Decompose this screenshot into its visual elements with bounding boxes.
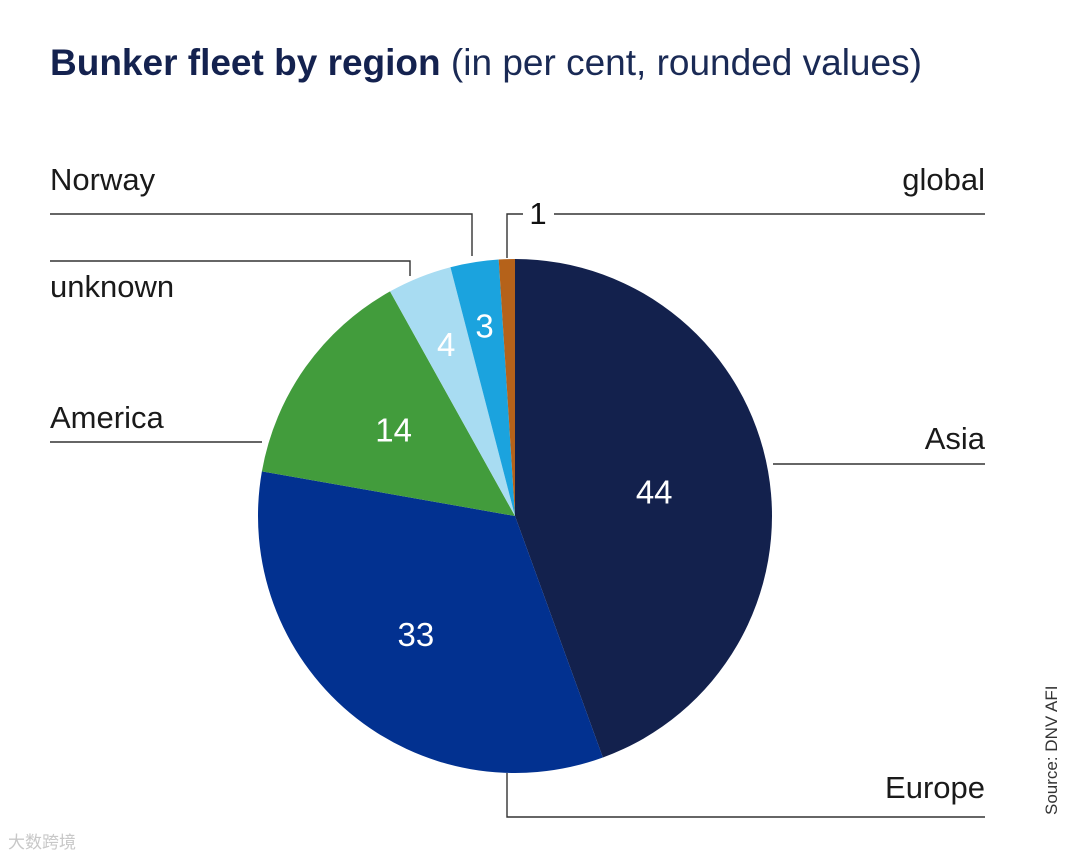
value-label-global: 1 <box>529 196 546 231</box>
value-label-unknown: 4 <box>437 326 455 363</box>
pie-slice-norway <box>450 259 515 516</box>
category-label-europe: Europe <box>885 770 985 805</box>
pie-slice-europe <box>257 471 603 774</box>
value-label-norway: 3 <box>475 308 493 345</box>
value-label-europe: 33 <box>398 616 435 653</box>
category-label-asia: Asia <box>925 421 986 456</box>
leader-line-norway <box>50 213 473 256</box>
leader-line-unknown <box>50 260 411 276</box>
source-note: Source: DNV AFI <box>1042 685 1061 815</box>
leader-line-europe <box>506 773 985 818</box>
value-label-asia: 44 <box>636 474 673 511</box>
category-label-america: America <box>50 400 164 435</box>
chart-title: Bunker fleet by region (in per cent, rou… <box>50 42 922 84</box>
leader-line-global <box>506 213 985 258</box>
category-label-unknown: unknown <box>50 269 174 304</box>
pie-slice-global <box>498 259 515 516</box>
pie-slice-unknown <box>390 267 515 516</box>
pie-slice-america <box>261 291 515 516</box>
category-label-norway: Norway <box>50 162 156 197</box>
chart-title-subtitle: (in per cent, rounded values) <box>450 42 922 83</box>
value-label-america: 14 <box>375 412 412 449</box>
category-label-global: global <box>902 162 985 197</box>
watermark: 大数跨境 <box>8 833 76 853</box>
chart-title-bold: Bunker fleet by region <box>50 42 441 83</box>
pie-slice-asia <box>515 259 772 758</box>
